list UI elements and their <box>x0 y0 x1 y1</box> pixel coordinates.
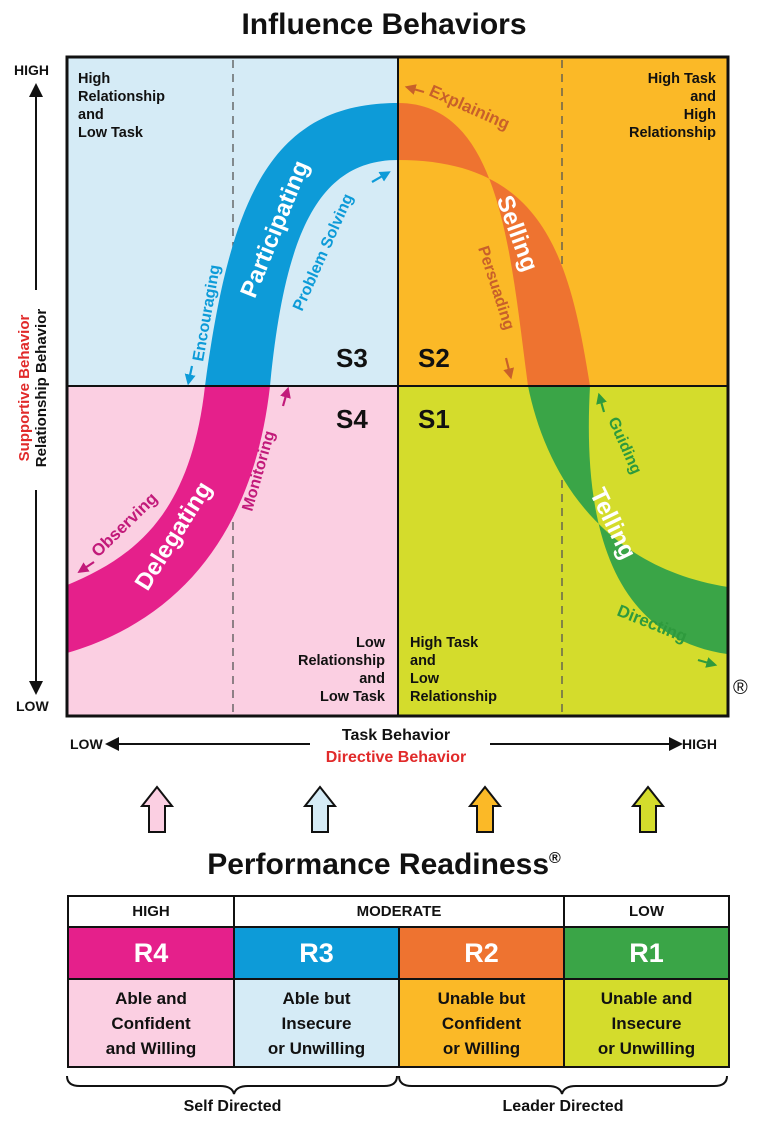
up-arrow-orange <box>467 785 503 833</box>
readiness-title: Performance Readiness® <box>0 848 768 882</box>
code-r1: R1 <box>563 926 731 980</box>
brace-leader-directed <box>398 1075 728 1095</box>
readiness-title-mark: ® <box>549 850 561 867</box>
y-axis-high: HIGH <box>14 62 49 78</box>
up-arrow-blue <box>302 785 338 833</box>
up-arrow-green <box>630 785 666 833</box>
brace-self-directed <box>66 1075 398 1095</box>
up-arrow-pink <box>139 785 175 833</box>
style-s3: S3 <box>336 343 368 373</box>
guiding-arrow <box>596 392 607 413</box>
y-axis-label-red: Supportive Behavior <box>16 314 33 461</box>
desc-r1: Unable and Insecure or Unwilling <box>563 978 731 1068</box>
x-axis-label-black: Task Behavior <box>342 727 450 744</box>
code-r3: R3 <box>233 926 400 980</box>
registered-mark: ® <box>733 677 748 699</box>
problem-solving-arrow <box>371 171 391 183</box>
quadrant-label-bottom-right: High Task and Low Relationship <box>410 635 498 705</box>
curve-band-delegating <box>67 386 270 653</box>
x-axis-high: HIGH <box>682 736 717 752</box>
monitoring-arrow <box>280 386 291 407</box>
style-s1: S1 <box>418 404 450 434</box>
level-high: HIGH <box>67 895 235 928</box>
directing-arrow <box>697 657 718 668</box>
desc-r4: Able and Confident and Willing <box>67 978 235 1068</box>
level-moderate: MODERATE <box>232 895 566 928</box>
self-directed-label: Self Directed <box>183 1098 282 1115</box>
observing-arrow <box>77 561 95 574</box>
y-axis-label-black: Relationship Behavior <box>33 309 50 468</box>
page-title: Influence Behaviors <box>241 8 527 41</box>
persuading-arrow <box>503 357 515 380</box>
curve-band-participating <box>205 103 398 386</box>
leader-directed-label: Leader Directed <box>502 1098 624 1115</box>
level-low: LOW <box>563 895 731 928</box>
readiness-title-text: Performance Readiness <box>207 848 550 881</box>
code-r2: R2 <box>397 926 566 980</box>
quadrant-label-bottom-left: Low Relationship and Low Task <box>297 635 385 705</box>
quadrant-label-top-left: High Relationship and Low Task <box>78 71 166 141</box>
style-s2: S2 <box>418 343 450 373</box>
readiness-curve <box>67 103 728 654</box>
readiness-code-row: R4 R3 R2 R1 <box>67 926 731 980</box>
readiness-table: HIGH MODERATE LOW R4 R3 R2 R1 Able and C… <box>67 895 731 1068</box>
x-axis-label-red: Directive Behavior <box>326 749 467 766</box>
quadrant-label-top-right: High Task and High Relationship <box>628 71 716 141</box>
desc-r2: Unable but Confident or Willing <box>397 978 566 1068</box>
style-s4: S4 <box>336 404 368 434</box>
curve-band-selling <box>398 103 590 386</box>
encouraging-arrow <box>184 365 196 386</box>
code-r4: R4 <box>67 926 235 980</box>
desc-r3: Able but Insecure or Unwilling <box>233 978 400 1068</box>
x-axis-low: LOW <box>70 736 103 752</box>
curve-band-telling <box>528 386 728 654</box>
y-axis-low: LOW <box>16 698 49 714</box>
readiness-level-row: HIGH MODERATE LOW <box>67 895 731 928</box>
explaining-arrow <box>404 84 425 95</box>
readiness-desc-row: Able and Confident and Willing Able but … <box>67 978 731 1068</box>
